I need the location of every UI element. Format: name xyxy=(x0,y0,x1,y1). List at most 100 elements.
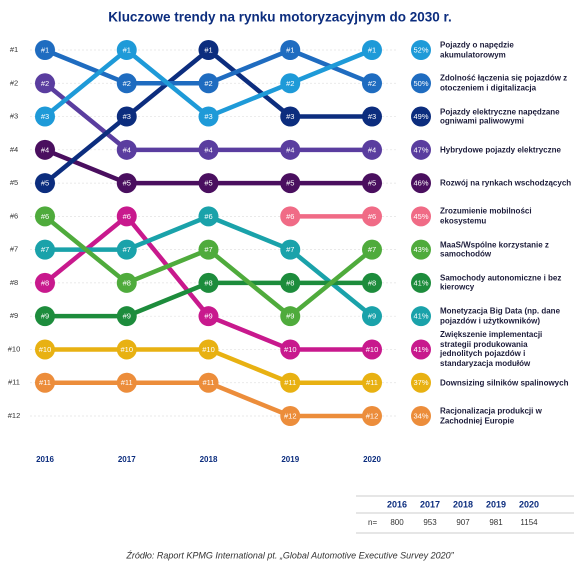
legend-label: Racjonalizacja produkcji w Zachodniej Eu… xyxy=(440,406,542,426)
rank-label: #2 xyxy=(368,79,376,88)
rank-label: #5 xyxy=(368,179,376,188)
share-dot xyxy=(411,206,431,227)
table-header: 2016 xyxy=(387,499,407,509)
x-tick-label: 2016 xyxy=(36,455,54,464)
dots: #11 #11 #11 #12 #12 #10 #10 #10 #11 #11 #8 #6 #9 #10 #… xyxy=(35,40,382,426)
rank-dot xyxy=(280,40,301,60)
rank-label: #3 xyxy=(204,112,212,121)
rank-label: #11 xyxy=(203,378,215,387)
rank-dot xyxy=(362,272,382,293)
share-label: 47% xyxy=(413,145,428,154)
rank-label: #4 xyxy=(286,145,294,154)
rank-label: #7 xyxy=(41,245,49,254)
table-cell: 907 xyxy=(456,518,470,527)
rank-label: #10 xyxy=(39,345,52,354)
rank-dot xyxy=(35,239,55,260)
share-label: 46% xyxy=(413,179,428,188)
legend-label: MaaS/Wspólne korzystanie z samochodów xyxy=(440,240,549,259)
lines xyxy=(43,47,374,419)
share-dot xyxy=(411,372,431,393)
y-tick-label: #12 xyxy=(8,411,21,420)
rank-dot xyxy=(116,40,137,60)
share-dot xyxy=(411,306,431,327)
legend-label: Zdolność łączenia się pojazdów z otoczen… xyxy=(440,73,568,93)
rank-dot xyxy=(280,339,301,360)
rank-dot xyxy=(35,372,55,393)
rank-dot xyxy=(35,40,55,60)
rank-dot xyxy=(362,339,382,360)
y-tick-label: #7 xyxy=(10,245,18,254)
legend-label: Pojazdy elektryczne napędzane ogniwami p… xyxy=(440,107,560,126)
rank-label: #5 xyxy=(41,179,49,188)
rank-dot xyxy=(280,173,301,194)
share-label: 41% xyxy=(413,278,428,287)
rank-label: #7 xyxy=(286,245,294,254)
share-label: 41% xyxy=(413,345,428,354)
share-dot xyxy=(411,339,431,360)
rank-label: #8 xyxy=(204,278,212,287)
rank-label: #6 xyxy=(204,212,212,221)
rank-label: #11 xyxy=(366,378,378,387)
y-tick-label: #1 xyxy=(10,45,18,54)
share-label: 52% xyxy=(413,45,428,54)
rank-label: #4 xyxy=(204,145,212,154)
rank-label: #12 xyxy=(366,411,379,420)
y-tick-label: #6 xyxy=(10,211,18,220)
rank-label: #7 xyxy=(368,245,376,254)
rank-label: #5 xyxy=(286,179,294,188)
share-label: 43% xyxy=(413,245,428,254)
rank-label: #7 xyxy=(123,245,131,254)
y-tick-label: #4 xyxy=(10,145,18,154)
rank-label: #3 xyxy=(286,112,294,121)
rank-label: #12 xyxy=(284,411,297,420)
rank-dot xyxy=(116,239,137,260)
x-tick-label: 2019 xyxy=(281,455,299,464)
rank-dot xyxy=(280,106,301,127)
y-tick-label: #3 xyxy=(10,112,18,121)
x-tick-label: 2020 xyxy=(363,455,381,464)
rank-dot xyxy=(198,73,219,94)
y-tick-label: #10 xyxy=(8,344,21,353)
y-tick-label: #11 xyxy=(8,378,20,387)
rank-dot xyxy=(362,40,382,60)
share-dot xyxy=(411,173,431,194)
rank-dot xyxy=(362,372,382,393)
rank-label: #8 xyxy=(41,278,49,287)
rank-dot xyxy=(280,372,301,393)
rank-dot xyxy=(198,173,219,194)
rank-label: #1 xyxy=(368,45,376,54)
rank-dot xyxy=(198,239,219,260)
rank-dot xyxy=(198,206,219,227)
table-header: 2019 xyxy=(486,499,506,509)
rank-dot xyxy=(280,272,301,293)
rank-label: #9 xyxy=(286,312,294,321)
share-label: 41% xyxy=(413,312,428,321)
rank-label: #5 xyxy=(204,179,212,188)
rank-dot xyxy=(362,73,382,94)
rank-label: #8 xyxy=(286,278,294,287)
rank-dot xyxy=(116,73,137,94)
share-dot xyxy=(411,272,431,293)
legend-label: Samochody autonomiczne i bez kierowcy xyxy=(440,273,562,292)
share-label: 37% xyxy=(413,378,428,387)
rank-label: #8 xyxy=(368,278,376,287)
table-header: 2020 xyxy=(519,499,539,509)
rank-dot xyxy=(198,372,219,393)
rank-dot xyxy=(280,306,301,327)
rank-label: #11 xyxy=(121,378,133,387)
y-tick-label: #9 xyxy=(10,311,18,320)
rank-dot xyxy=(362,139,382,160)
legend-label: Hybrydowe pojazdy elektryczne xyxy=(440,145,561,155)
rank-dot xyxy=(116,372,137,393)
rank-label: #3 xyxy=(368,112,376,121)
x-tick-label: 2017 xyxy=(118,455,136,464)
rank-label: #2 xyxy=(204,79,212,88)
share-label: 49% xyxy=(413,112,428,121)
rank-label: #2 xyxy=(123,79,131,88)
rank-label: #6 xyxy=(368,212,376,221)
rank-dot xyxy=(35,73,55,94)
y-tick-label: #5 xyxy=(10,178,18,187)
rank-label: #6 xyxy=(286,212,294,221)
legend-label: Rozwój na rynkach wschodzących xyxy=(440,178,572,188)
